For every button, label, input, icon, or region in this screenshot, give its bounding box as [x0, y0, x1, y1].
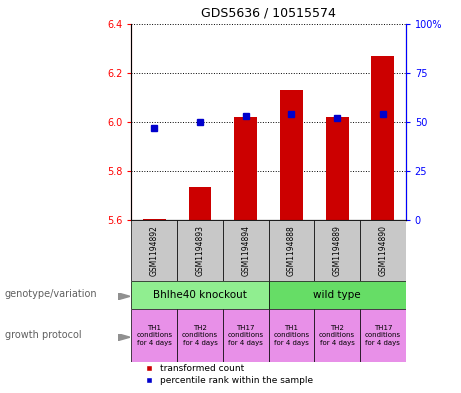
Bar — [360, 220, 406, 281]
Bar — [268, 281, 406, 309]
Bar — [314, 220, 360, 281]
Text: TH1
conditions
for 4 days: TH1 conditions for 4 days — [136, 325, 172, 345]
Text: TH2
conditions
for 4 days: TH2 conditions for 4 days — [319, 325, 355, 345]
Polygon shape — [118, 293, 130, 300]
Bar — [189, 187, 212, 220]
Bar — [325, 117, 349, 220]
Bar — [280, 90, 303, 220]
Text: GSM1194892: GSM1194892 — [150, 225, 159, 276]
Bar — [268, 220, 314, 281]
Bar — [360, 309, 406, 362]
Bar — [131, 220, 177, 281]
Text: wild type: wild type — [313, 290, 361, 300]
Bar — [234, 117, 257, 220]
Text: TH17
conditions
for 4 days: TH17 conditions for 4 days — [365, 325, 401, 345]
Bar — [223, 309, 268, 362]
Legend: transformed count, percentile rank within the sample: transformed count, percentile rank withi… — [136, 360, 317, 389]
Text: TH2
conditions
for 4 days: TH2 conditions for 4 days — [182, 325, 218, 345]
Text: GSM1194889: GSM1194889 — [332, 225, 342, 276]
Title: GDS5636 / 10515574: GDS5636 / 10515574 — [201, 7, 336, 20]
Polygon shape — [118, 334, 130, 341]
Text: GSM1194893: GSM1194893 — [195, 225, 205, 276]
Text: genotype/variation: genotype/variation — [5, 289, 97, 299]
Bar — [314, 309, 360, 362]
Bar — [143, 219, 165, 220]
Text: TH17
conditions
for 4 days: TH17 conditions for 4 days — [228, 325, 264, 345]
Bar — [268, 309, 314, 362]
Bar — [177, 220, 223, 281]
Text: Bhlhe40 knockout: Bhlhe40 knockout — [153, 290, 247, 300]
Text: TH1
conditions
for 4 days: TH1 conditions for 4 days — [273, 325, 309, 345]
Bar — [131, 281, 268, 309]
Bar — [177, 309, 223, 362]
Text: GSM1194890: GSM1194890 — [378, 225, 387, 276]
Bar — [131, 309, 177, 362]
Bar — [372, 55, 394, 220]
Text: GSM1194894: GSM1194894 — [241, 225, 250, 276]
Text: growth protocol: growth protocol — [5, 330, 81, 340]
Bar — [223, 220, 268, 281]
Text: GSM1194888: GSM1194888 — [287, 225, 296, 276]
